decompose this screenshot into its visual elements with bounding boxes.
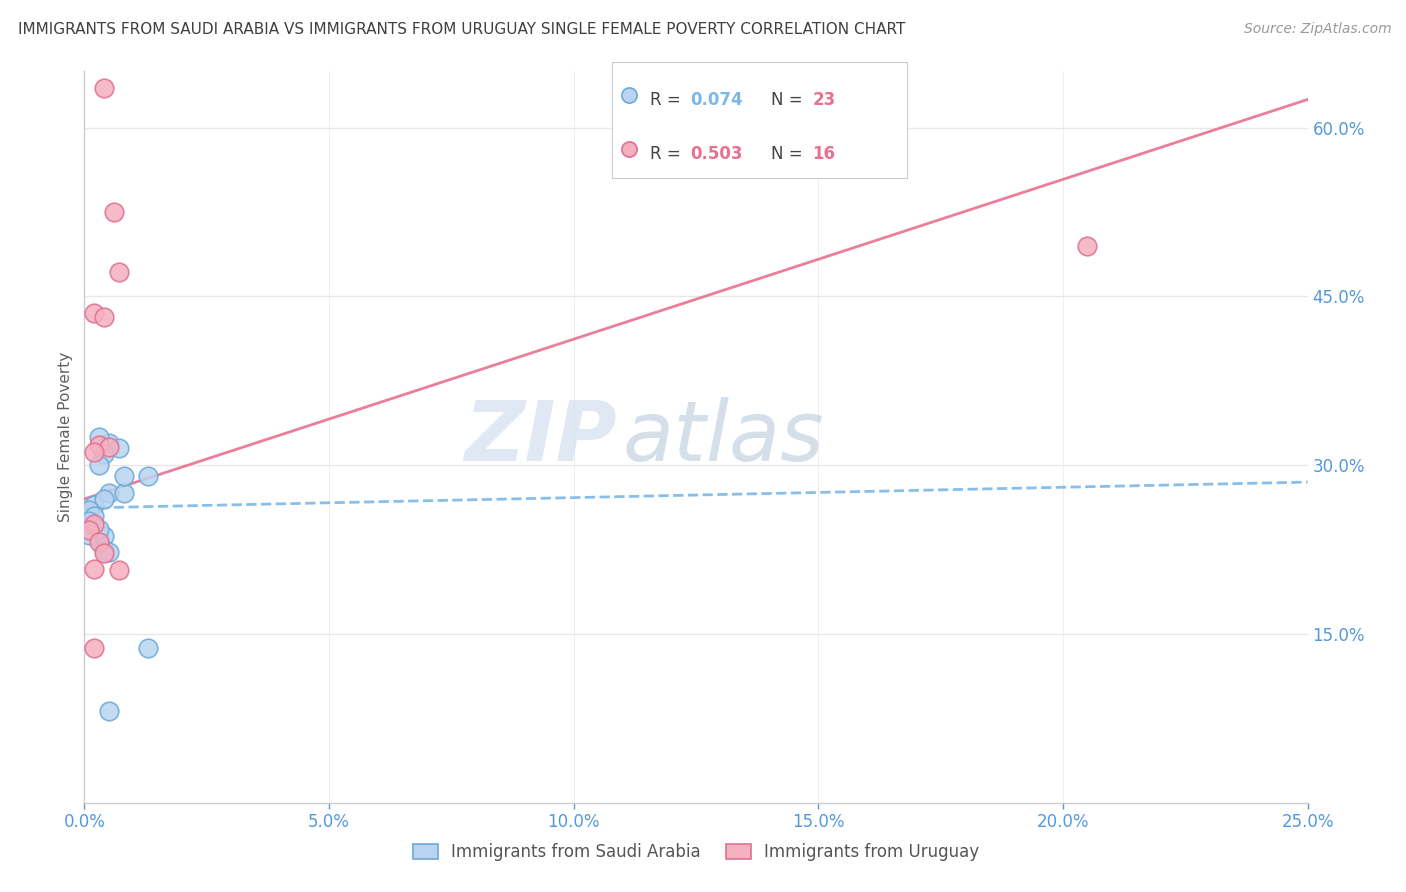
Text: IMMIGRANTS FROM SAUDI ARABIA VS IMMIGRANTS FROM URUGUAY SINGLE FEMALE POVERTY CO: IMMIGRANTS FROM SAUDI ARABIA VS IMMIGRAN…: [18, 22, 905, 37]
Text: N =: N =: [770, 91, 808, 109]
Text: ZIP: ZIP: [464, 397, 616, 477]
Point: [83, 498, 105, 512]
Y-axis label: Single Female Poverty: Single Female Poverty: [58, 352, 73, 522]
Point: [97, 704, 120, 718]
Point: [93, 447, 115, 461]
Point: [83, 640, 105, 655]
Text: 23: 23: [813, 91, 835, 109]
Point: [83, 520, 105, 534]
Point: [93, 491, 115, 506]
Point: [1076, 239, 1098, 253]
Point: [112, 469, 135, 483]
Point: [97, 435, 120, 450]
Point: [93, 81, 115, 95]
Point: [83, 306, 105, 320]
Point: [83, 508, 105, 523]
Point: [107, 265, 129, 279]
Point: [87, 522, 110, 536]
Point: [77, 524, 100, 538]
Point: [77, 528, 100, 542]
Point: [87, 430, 110, 444]
Point: [97, 440, 120, 454]
Point: [103, 205, 125, 219]
Point: [83, 444, 105, 458]
Point: [136, 640, 159, 655]
Text: 0.503: 0.503: [690, 145, 742, 163]
Point: [93, 310, 115, 324]
Text: 0.074: 0.074: [690, 91, 742, 109]
Point: [87, 534, 110, 549]
Point: [107, 442, 129, 456]
Text: R =: R =: [650, 145, 686, 163]
Text: 16: 16: [813, 145, 835, 163]
Point: [83, 562, 105, 576]
Point: [83, 516, 105, 531]
Text: R =: R =: [650, 91, 686, 109]
Legend: Immigrants from Saudi Arabia, Immigrants from Uruguay: Immigrants from Saudi Arabia, Immigrants…: [406, 837, 986, 868]
Point: [112, 486, 135, 500]
Point: [93, 546, 115, 560]
Point: [87, 532, 110, 546]
Point: [77, 503, 100, 517]
Point: [97, 545, 120, 559]
Point: [136, 469, 159, 483]
Point: [77, 515, 100, 529]
Text: N =: N =: [770, 145, 808, 163]
Point: [97, 486, 120, 500]
Text: atlas: atlas: [623, 397, 824, 477]
Text: Source: ZipAtlas.com: Source: ZipAtlas.com: [1244, 22, 1392, 37]
Point: [619, 142, 641, 157]
Point: [87, 458, 110, 473]
Point: [619, 87, 641, 102]
Point: [93, 529, 115, 543]
Point: [87, 438, 110, 452]
Point: [93, 542, 115, 557]
Point: [107, 563, 129, 577]
